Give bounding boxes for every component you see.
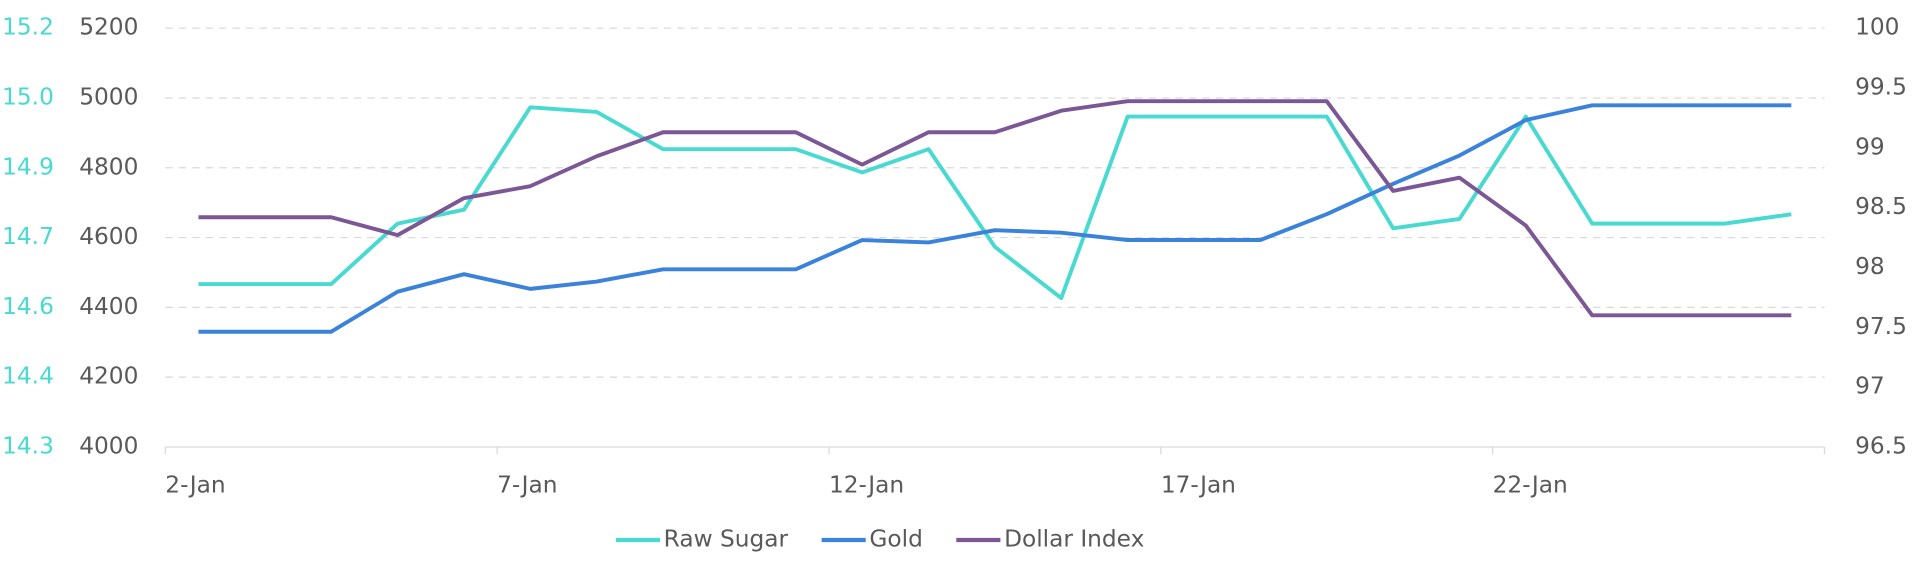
y-tick-label: 5200 — [79, 14, 138, 41]
x-tick-label: 7-Jan — [497, 472, 557, 499]
y3-tick-label: 14.9 — [2, 153, 54, 180]
x-tick-label: 17-Jan — [1161, 472, 1236, 499]
legend-label: Dollar Index — [1004, 526, 1144, 553]
y3-tick-label: 14.3 — [2, 432, 54, 459]
y-tick-label: 4400 — [79, 293, 138, 320]
legend-label: Gold — [869, 526, 922, 553]
x-tick-label: 12-Jan — [829, 472, 904, 499]
legend-label: Raw Sugar — [664, 526, 789, 553]
series-line — [198, 99, 1792, 318]
y3-tick-label: 14.4 — [2, 363, 54, 390]
y2-tick-label: 98 — [1855, 253, 1885, 280]
series-line — [198, 103, 1792, 334]
x-tick-label: 22-Jan — [1493, 472, 1568, 499]
y3-tick-label: 15.0 — [2, 83, 54, 110]
y3-tick-label: 14.6 — [2, 293, 54, 320]
y2-tick-label: 99.5 — [1855, 74, 1907, 101]
x-tick-label: 2-Jan — [165, 472, 225, 499]
y-tick-label: 4200 — [79, 363, 138, 390]
y2-tick-label: 99 — [1855, 133, 1885, 160]
y-tick-label: 4000 — [79, 432, 138, 459]
y3-tick-label: 15.2 — [2, 14, 54, 41]
series-line — [198, 105, 1792, 301]
y2-tick-label: 100 — [1855, 14, 1899, 41]
y2-tick-label: 96.5 — [1855, 432, 1907, 459]
y2-tick-label: 97 — [1855, 373, 1885, 400]
y-tick-label: 5000 — [79, 83, 138, 110]
y-tick-label: 4600 — [79, 223, 138, 250]
y2-tick-label: 98.5 — [1855, 193, 1907, 220]
y2-tick-label: 97.5 — [1855, 313, 1907, 340]
y-tick-label: 4800 — [79, 153, 138, 180]
y3-tick-label: 14.7 — [2, 223, 54, 250]
